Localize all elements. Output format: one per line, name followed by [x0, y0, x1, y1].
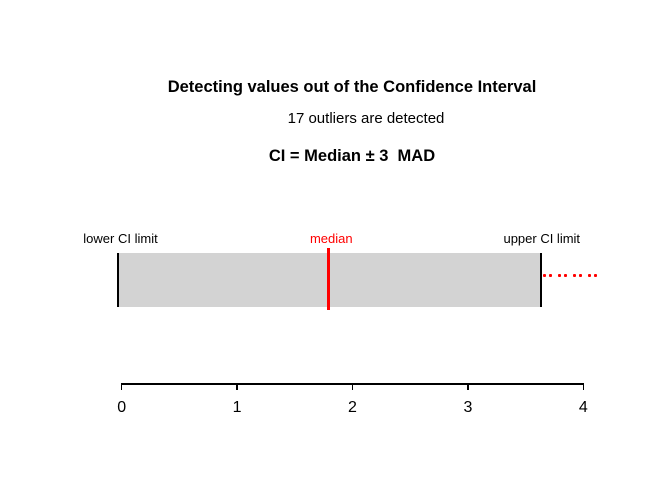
x-axis-tick-label: 0: [117, 399, 127, 416]
x-axis-tick: [351, 383, 354, 390]
median-label: median: [309, 231, 353, 246]
chart-title-line1: Detecting values out of the Confidence I…: [167, 78, 537, 96]
outlier-dot: [572, 274, 576, 277]
median-line: [326, 248, 330, 310]
lower-ci-label: lower CI limit: [83, 231, 158, 246]
x-axis-tick-label: 1: [232, 399, 242, 416]
x-axis-tick: [120, 383, 123, 390]
outlier-dot: [564, 274, 568, 277]
outlier-dot: [587, 274, 591, 277]
chart-subtitle: 17 outliers are detected: [287, 110, 445, 127]
x-axis-tick-label: 3: [463, 399, 473, 416]
outlier-dot: [594, 274, 598, 277]
outlier-dot: [542, 274, 546, 277]
chart-title: Detecting values out of the Confidence I…: [168, 30, 537, 214]
x-axis-tick-label: 2: [348, 399, 357, 416]
outlier-dot: [579, 274, 583, 277]
x-axis-tick: [467, 383, 469, 390]
x-axis-tick: [236, 383, 238, 390]
x-axis-tick: [582, 383, 585, 390]
outlier-dot: [549, 274, 553, 277]
upper-ci-label: upper CI limit: [503, 231, 581, 246]
outlier-dot: [557, 274, 561, 277]
x-axis-tick-label: 4: [578, 399, 588, 416]
chart-title-line2: CI = Median ± 3 MAD: [268, 147, 436, 165]
